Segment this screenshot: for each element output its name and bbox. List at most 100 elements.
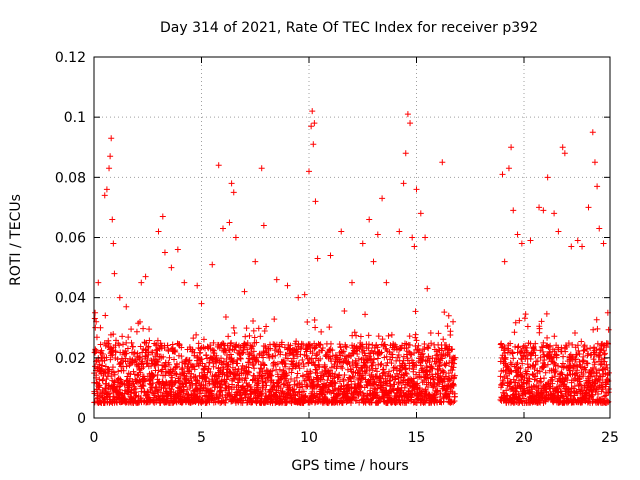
data-point xyxy=(514,344,521,351)
data-point xyxy=(326,388,333,395)
data-point xyxy=(273,276,280,283)
data-point xyxy=(109,351,116,358)
data-point xyxy=(154,371,161,378)
data-point xyxy=(230,358,237,365)
data-point xyxy=(366,216,373,223)
data-point xyxy=(532,340,539,347)
data-point xyxy=(532,373,539,380)
data-point xyxy=(188,371,195,377)
data-point xyxy=(250,318,257,325)
data-point xyxy=(293,374,300,381)
data-point xyxy=(555,228,562,235)
data-point xyxy=(225,373,232,380)
data-point xyxy=(161,363,168,370)
data-point xyxy=(365,341,372,348)
data-point xyxy=(536,325,543,332)
data-point xyxy=(443,342,450,349)
data-point xyxy=(591,159,598,166)
data-point xyxy=(388,360,395,367)
data-point xyxy=(326,324,333,331)
data-point xyxy=(585,204,592,211)
data-point xyxy=(508,368,515,375)
data-point xyxy=(109,216,116,223)
data-point xyxy=(594,390,601,397)
data-point xyxy=(434,387,441,394)
data-point xyxy=(92,324,99,331)
data-point xyxy=(284,355,291,362)
data-point xyxy=(422,234,429,241)
data-point xyxy=(383,353,390,360)
data-point xyxy=(255,377,262,384)
data-point xyxy=(354,362,361,369)
data-point xyxy=(314,255,321,262)
data-point xyxy=(430,376,437,383)
data-point xyxy=(203,375,210,382)
data-point xyxy=(250,362,257,369)
data-point xyxy=(419,357,426,364)
data-point xyxy=(597,361,604,368)
data-point xyxy=(355,355,362,362)
y-tick-label: 0.02 xyxy=(55,351,86,367)
data-point xyxy=(362,352,369,359)
data-point xyxy=(551,210,558,217)
data-point xyxy=(598,382,605,389)
data-point xyxy=(592,351,599,358)
data-point xyxy=(212,399,219,406)
data-point xyxy=(178,353,185,360)
data-point xyxy=(298,340,305,347)
data-point xyxy=(159,366,166,373)
data-point xyxy=(287,376,294,383)
data-point xyxy=(383,279,390,286)
data-point xyxy=(439,369,446,376)
data-point xyxy=(332,371,339,378)
data-point xyxy=(188,377,195,384)
data-point xyxy=(198,356,205,363)
data-point xyxy=(378,349,385,356)
y-tick-label: 0.1 xyxy=(64,110,86,126)
data-point xyxy=(312,324,319,331)
data-point xyxy=(518,240,525,247)
x-axis-label: GPS time / hours xyxy=(291,458,408,474)
data-point xyxy=(114,356,121,363)
data-point xyxy=(241,288,248,295)
data-point xyxy=(137,353,144,360)
data-point xyxy=(563,343,570,350)
data-point xyxy=(216,373,223,380)
data-point xyxy=(560,353,567,360)
data-point xyxy=(249,399,256,406)
data-point xyxy=(603,361,610,368)
data-point xyxy=(172,347,179,354)
data-point xyxy=(121,390,128,397)
data-point xyxy=(336,371,343,378)
data-point xyxy=(116,342,123,349)
data-point xyxy=(222,347,229,354)
data-point xyxy=(177,393,184,400)
data-point xyxy=(246,332,253,339)
data-point xyxy=(599,386,606,393)
data-point xyxy=(287,342,294,349)
data-point xyxy=(263,323,270,330)
data-point xyxy=(413,186,420,193)
data-point xyxy=(524,349,531,356)
data-point xyxy=(349,373,356,380)
data-point xyxy=(166,361,173,368)
data-point xyxy=(596,352,603,359)
data-point xyxy=(107,153,114,160)
x-axis-ticks: 0 5 10 15 20 25 xyxy=(90,57,619,446)
data-point xyxy=(222,380,229,387)
data-point xyxy=(569,357,576,364)
data-point xyxy=(139,381,146,388)
data-point xyxy=(357,379,364,386)
data-point xyxy=(356,388,363,395)
data-point xyxy=(288,399,295,406)
data-point xyxy=(155,367,162,374)
data-point xyxy=(371,356,377,363)
data-point xyxy=(590,364,597,371)
data-point xyxy=(338,228,345,235)
data-point xyxy=(538,378,545,385)
data-point xyxy=(510,355,517,362)
data-point xyxy=(511,329,518,336)
data-point xyxy=(385,332,392,339)
data-point xyxy=(191,366,198,373)
